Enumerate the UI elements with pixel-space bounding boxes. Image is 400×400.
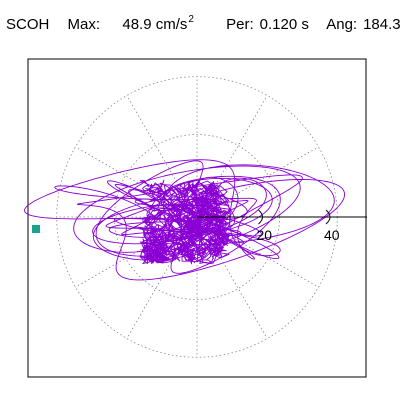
period-readout: Per: 0.120 s [226,16,309,33]
grid-spoke [126,95,198,218]
header: SCOH Max: 48.9 cm/s2 Per: 0.120 s Ang: 184… [6,14,400,33]
angle-label: Ang: [326,16,358,33]
angle-readout: Ang: 184.3 [326,16,400,33]
period-value: 0.120 s [259,16,309,33]
period-label: Per: [226,16,254,33]
overlay: 20 40 [32,209,367,243]
max-exponent: 2 [188,14,194,25]
max-readout: Max: 48.9 cm/s2 [67,14,208,33]
grid-spoke [196,216,319,288]
radial-tick [258,209,263,225]
radial-tick [325,209,331,225]
peak-marker [32,225,40,233]
grid-spoke [75,146,198,218]
max-value: 48.9 cm/s [122,16,188,33]
grid-spoke [196,216,268,339]
grid-spoke [75,216,198,288]
radial-tick-label: 40 [324,227,340,243]
station-code: SCOH [6,16,50,33]
angle-value: 184.3 [363,16,400,33]
radial-tick-label: 20 [257,227,273,243]
plot-frame [27,58,367,378]
grid-spoke [196,95,268,218]
motion-traces [24,159,346,281]
grid-spoke [126,216,198,339]
motion-trace [139,179,231,265]
grid-spoke [196,146,319,218]
max-label: Max: [67,16,101,33]
